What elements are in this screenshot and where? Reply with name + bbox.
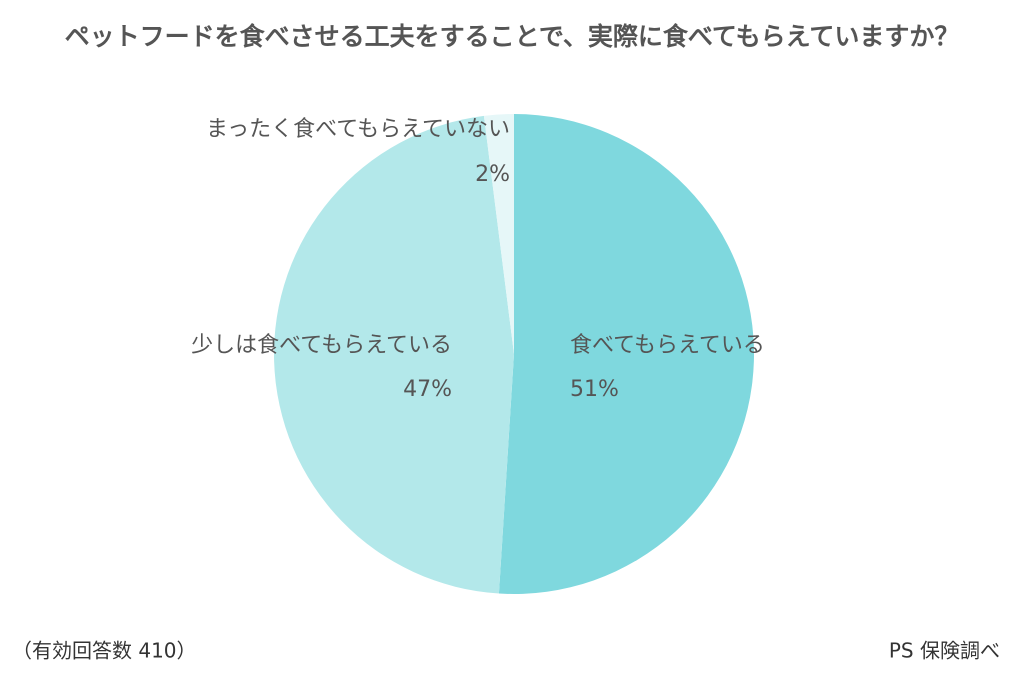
value-label: 51%	[570, 377, 619, 402]
slice-label: 少しは食べてもらえている	[191, 333, 452, 358]
slice-label: 食べてもらえている	[570, 333, 765, 358]
slice-label: まったく食べてもらえていない	[206, 117, 510, 142]
value-label: 2%	[475, 162, 510, 187]
pie-slice	[273, 115, 514, 594]
pie-slice	[498, 114, 754, 594]
chart-title: ペットフードを食べさせる工夫をすることで、実際に食べてもらえていますか？	[65, 22, 960, 51]
pie-slice	[483, 114, 514, 354]
value-label: 47%	[403, 377, 452, 402]
note: （有効回答数 410）	[12, 639, 197, 663]
source: PS 保険調べ	[889, 639, 1000, 663]
